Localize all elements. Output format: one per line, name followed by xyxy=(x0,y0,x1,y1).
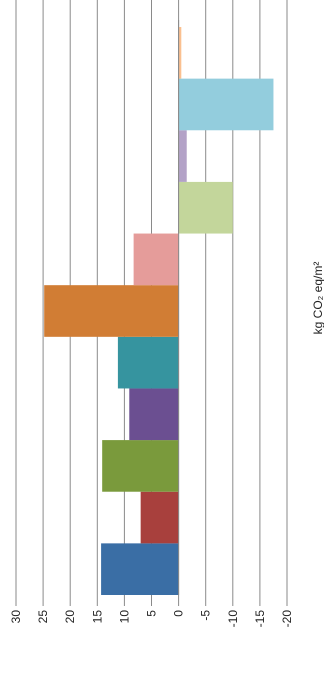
tick-labels: 30 25 20 15 10 5 0 -5 -10 -15 -20 xyxy=(9,610,294,628)
bar-6 xyxy=(44,285,179,337)
tick-label: 10 xyxy=(117,610,131,624)
axis-title: kg CO₂ eq/m² xyxy=(311,262,324,335)
bar-8 xyxy=(178,181,233,234)
bar-1 xyxy=(101,543,179,595)
bar-10 xyxy=(178,78,274,131)
bar-3 xyxy=(102,440,179,492)
bar-5 xyxy=(117,336,179,389)
bar-7 xyxy=(133,233,179,286)
tick-label: 0 xyxy=(172,610,186,617)
bar-9 xyxy=(178,130,187,182)
tick-label: 25 xyxy=(36,610,50,624)
tick-label: -20 xyxy=(280,610,294,628)
tick-label: 30 xyxy=(9,610,23,624)
bars xyxy=(44,27,274,595)
tick-label: -15 xyxy=(253,610,267,628)
tick-label: -10 xyxy=(226,610,240,628)
bar-11 xyxy=(178,27,182,79)
bar-4 xyxy=(129,388,179,441)
tick-label: 20 xyxy=(63,610,77,624)
tick-label: -5 xyxy=(199,610,213,621)
tick-label: 5 xyxy=(145,610,159,617)
tick-label: 15 xyxy=(90,610,104,624)
bar-2 xyxy=(140,491,179,544)
